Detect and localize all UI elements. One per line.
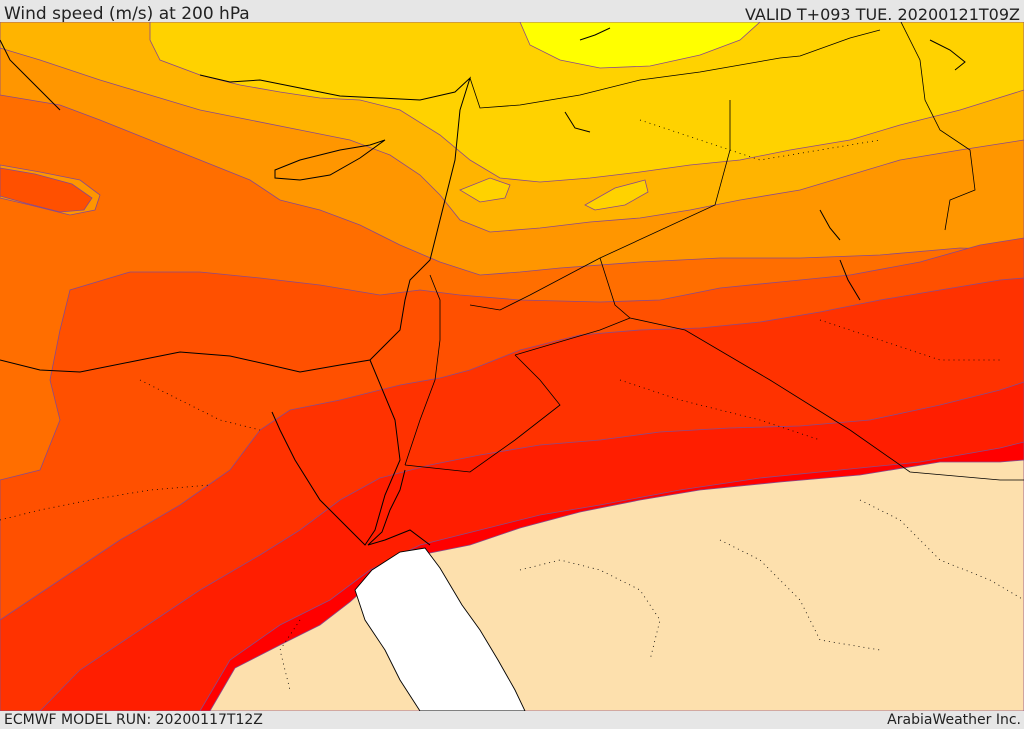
footer-bar — [0, 711, 1024, 729]
map-title: Wind speed (m/s) at 200 hPa — [4, 4, 250, 24]
coastlines — [0, 27, 966, 546]
wind-speed-map — [0, 22, 1024, 711]
pocket-yellow-1 — [584, 179, 649, 211]
band-1 — [519, 22, 761, 69]
brand-label: ArabiaWeather Inc. — [887, 712, 1021, 728]
header-bar — [0, 0, 1024, 22]
model-run-label: ECMWF MODEL RUN: 20200117T12Z — [4, 712, 263, 728]
valid-time: VALID T+093 TUE. 20200121T09Z — [744, 5, 1020, 24]
pocket-red-1 — [0, 167, 93, 213]
pocket-yellow-2 — [459, 177, 511, 203]
band-2 — [149, 22, 1024, 183]
internal-boundaries — [0, 119, 1024, 691]
borders — [404, 22, 1024, 481]
red-sea — [354, 547, 526, 711]
